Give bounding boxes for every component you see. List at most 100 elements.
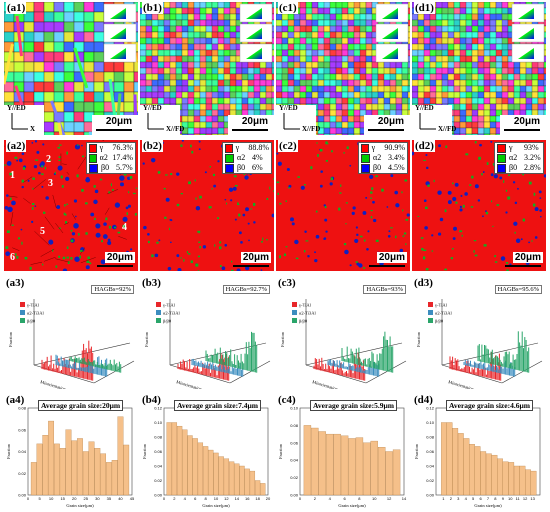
- phase-percent: 3.4%: [388, 153, 405, 162]
- misorientation-x-label: Misorientation angle(°): [176, 379, 218, 389]
- x-tick-label: 4: [184, 496, 187, 501]
- histogram-bar: [228, 461, 235, 496]
- histogram-bar: [525, 469, 531, 496]
- panel-label: (c1): [278, 2, 298, 14]
- histogram-bar: [370, 440, 378, 496]
- histogram-bar: [187, 435, 193, 496]
- ipf-map-panel: (b1) Y//ED X//FD 20μm: [140, 2, 274, 135]
- y-tick-label: 0.04: [426, 464, 435, 469]
- panel-label: (c3): [278, 277, 296, 289]
- histogram-bar: [88, 441, 95, 496]
- phase-swatch: [497, 143, 506, 153]
- y-tick-label: 0.04: [154, 464, 163, 469]
- ipf-map-panel: (d1) Y//ED X//FD 20μm: [412, 2, 546, 135]
- histogram-bar: [355, 437, 364, 496]
- histogram-bar: [340, 435, 349, 496]
- x-tick-label: 0: [299, 496, 302, 501]
- phase-symbol: α2: [99, 153, 108, 162]
- x-tick-label: 0: [163, 496, 166, 501]
- x-tick-label: 9: [502, 496, 505, 501]
- misorientation-legend-entry: γ-TiAl: [299, 303, 312, 308]
- y-tick-label: 0.08: [426, 435, 435, 440]
- x-tick-label: 3: [457, 496, 460, 501]
- phase-legend: γ 76.3% α2 17.4% β0 5.7%: [86, 142, 136, 174]
- grain-size-histogram-panel: 1 2 3 4 5 6 7 8 9 10 11 12 13 0.00 0.02 0.04 0.06 0.08 0.1…: [412, 394, 546, 509]
- y-tick-label: 0.06: [426, 449, 435, 454]
- x-tick-label: 20: [266, 496, 271, 501]
- hagb-fraction: HAGBs=93%: [363, 285, 406, 294]
- x-tick-label: 30: [95, 496, 100, 501]
- x-tick-label: 11: [516, 496, 521, 501]
- x-tick-label: 2: [450, 496, 453, 501]
- misorientation-legend-entry: γ-TiAl: [435, 303, 448, 308]
- histogram-bar: [452, 428, 459, 496]
- histogram-bar: [508, 462, 515, 496]
- misorientation-legend-entry: β/β0: [27, 319, 36, 324]
- histogram-bar: [111, 460, 118, 496]
- panel-label: (a3): [6, 277, 25, 289]
- scale-bar-label: 20μm: [240, 252, 271, 263]
- histogram-bar: [363, 442, 371, 496]
- phase-percent: 93%: [524, 143, 539, 152]
- phase-percent: 4.5%: [388, 163, 405, 172]
- y-tick-label: 0.08: [18, 406, 27, 411]
- histogram-bar: [234, 463, 240, 496]
- panel-label: (b1): [142, 2, 163, 14]
- zone-number: 5: [40, 226, 45, 237]
- scale-bar-label: 20μm: [239, 116, 270, 127]
- phase-map-panel: (d2) γ 93% α2 3.2% β0 2.8% 20μm: [412, 140, 546, 271]
- phase-legend-row: β0 2.8%: [495, 163, 543, 173]
- y-tick-label: 0.06: [154, 449, 163, 454]
- histogram-bar: [519, 465, 526, 496]
- x-tick-label: 25: [84, 496, 89, 501]
- phase-percent: 2.8%: [524, 163, 541, 172]
- y-tick-label: 0.12: [154, 406, 163, 411]
- hagb-fraction: HAGBs=95.6%: [494, 285, 542, 294]
- phase-legend-row: γ 76.3%: [87, 143, 135, 153]
- histogram-bar: [392, 449, 401, 496]
- misorientation-legend-entry: β/β0: [435, 319, 444, 324]
- x-tick-label: 13: [530, 496, 535, 501]
- scale-bar: [233, 265, 269, 267]
- histogram-y-label: Fraction: [278, 443, 283, 459]
- axis-y-label: Y//ED: [279, 104, 298, 112]
- phase-percent: 76.3%: [112, 143, 133, 152]
- x-tick-label: 4: [329, 496, 332, 501]
- scale-bar: [369, 265, 405, 267]
- y-tick-label: 0.00: [426, 493, 435, 498]
- histogram-x-label: Grain size(μm): [202, 503, 230, 508]
- histogram-bar: [260, 483, 266, 496]
- histogram-bar: [192, 438, 198, 496]
- phase-percent: 4%: [252, 153, 263, 162]
- phase-symbol: β0: [237, 163, 246, 172]
- phase-legend-row: γ 90.9%: [359, 143, 407, 153]
- misorientation-legend-entry: γ-TiAl: [27, 303, 40, 308]
- panel-label: (a2): [6, 140, 27, 152]
- phase-map-panel: (b2) γ 88.8% α2 4% β0 6% 20μm: [140, 140, 274, 271]
- misorientation-legend-entry: β/β0: [299, 319, 308, 324]
- phase-legend-row: β0 4.5%: [359, 163, 407, 173]
- y-tick-label: 0.10: [290, 406, 299, 411]
- ipf-orientation-map: [276, 2, 410, 135]
- histogram-bar: [218, 456, 224, 496]
- average-grain-size: Average grain size:5.9μm: [310, 400, 397, 411]
- y-tick-label: 0.02: [290, 475, 299, 480]
- x-tick-label: 12: [387, 496, 392, 501]
- zone-number: 3: [48, 178, 53, 189]
- misorientation-panel: γ-TiAl α2-Ti3Al β/β0 Fraction Misorientation…: [412, 277, 546, 389]
- phase-percent: 17.4%: [112, 153, 133, 162]
- panel-label: (a1): [6, 2, 27, 14]
- axis-x-label: X//FD: [438, 125, 457, 133]
- histogram-x-label: Grain size(μm): [474, 503, 502, 508]
- histogram-x-label: Grain size(μm): [338, 503, 366, 508]
- x-tick-label: 8: [494, 496, 497, 501]
- x-tick-label: 16: [245, 496, 250, 501]
- scale-bar: [368, 129, 404, 131]
- histogram-bar: [249, 470, 256, 496]
- phase-percent: 5.7%: [116, 163, 133, 172]
- misorientation-panel: γ-TiAl α2-Ti3Al β/β0 Fraction Misorientation…: [4, 277, 138, 389]
- x-tick-label: 10: [508, 496, 513, 501]
- hagb-fraction: HAGBs=92%: [91, 285, 134, 294]
- phase-legend-row: α2 4%: [223, 153, 271, 163]
